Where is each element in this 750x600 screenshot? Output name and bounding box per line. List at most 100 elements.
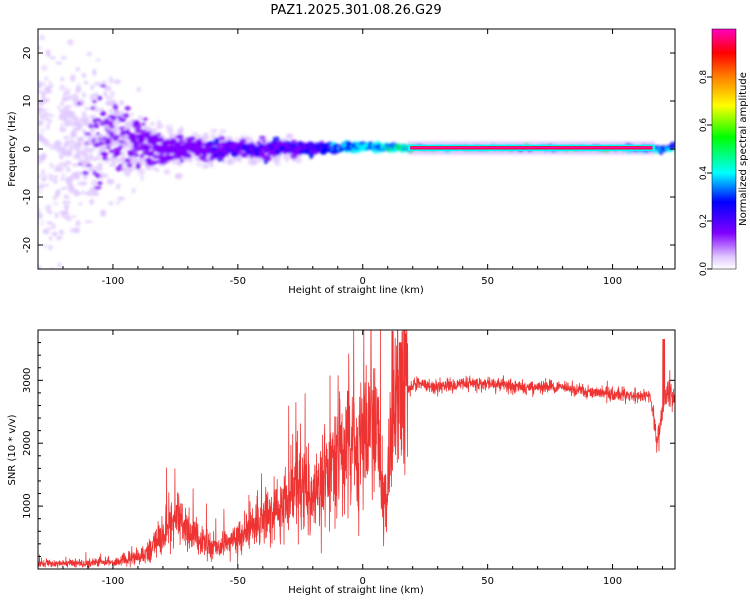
heat-cell	[38, 264, 42, 269]
heat-cell	[109, 108, 113, 114]
heat-cell	[97, 95, 103, 101]
heat-cell	[87, 138, 92, 142]
heat-cell	[60, 101, 64, 106]
heat-cell	[96, 167, 104, 172]
heat-cell	[80, 99, 85, 103]
snr-panel: -100 -50 0 50 100 1000 2000 3000 Height of stra…	[7, 329, 676, 596]
heat-cell	[99, 133, 104, 140]
heat-cell	[38, 202, 43, 210]
heat-cell	[234, 137, 240, 141]
heat-cell	[111, 115, 117, 121]
heat-cell	[47, 118, 53, 124]
x-tick-label-4: 100	[603, 276, 622, 287]
heat-cell	[99, 146, 104, 152]
heat-cell	[39, 34, 46, 41]
heat-cell	[43, 180, 51, 185]
heat-cell	[95, 172, 101, 179]
heat-cell	[107, 157, 113, 162]
heat-cell	[84, 80, 88, 85]
heat-cell	[81, 152, 89, 158]
heat-cell	[203, 159, 210, 163]
heat-cell	[52, 202, 59, 206]
heat-cell	[137, 168, 146, 176]
heat-cell	[152, 133, 159, 139]
heat-cell	[210, 162, 214, 169]
heat-cell	[46, 221, 53, 225]
heat-cell	[258, 135, 266, 140]
cb-tick-label-2: 0.4	[699, 166, 709, 181]
heat-cell	[149, 150, 155, 155]
spectrogram-ylabel: Frequency (Hz)	[7, 111, 18, 187]
y-tick-label-1: -10	[22, 189, 33, 205]
heat-cell	[88, 166, 94, 172]
heat-cell	[175, 172, 183, 180]
heat-cell	[305, 148, 310, 155]
heat-cell	[265, 138, 269, 144]
heat-cell	[64, 160, 72, 165]
heat-cell	[57, 180, 63, 187]
heat-cell	[109, 125, 115, 129]
heat-cell	[57, 167, 64, 172]
heat-cell	[39, 75, 45, 81]
heat-cell	[211, 143, 216, 147]
heat-cell	[38, 129, 41, 135]
heat-cell	[116, 150, 122, 156]
heat-cell	[91, 157, 98, 161]
heat-cell	[213, 137, 220, 143]
heat-cell	[103, 91, 107, 96]
heat-cell	[66, 152, 74, 156]
heat-cell	[98, 107, 105, 112]
heat-cell	[74, 238, 78, 245]
heat-cell	[62, 91, 71, 96]
heat-cell	[134, 123, 142, 129]
spectrogram-heatmap	[38, 14, 675, 296]
heat-cell	[130, 147, 139, 154]
heat-cell	[93, 92, 99, 98]
snr-x-tick-label-1: -50	[230, 576, 246, 587]
heat-cell	[285, 133, 294, 139]
heat-cell	[67, 39, 74, 46]
heat-cell	[203, 132, 209, 137]
heat-cell	[38, 213, 44, 219]
y-tick-label-2: 0	[22, 146, 33, 152]
heat-cell	[226, 159, 233, 166]
cb-tick-label-3: 0.6	[699, 118, 709, 133]
heat-cell	[168, 133, 173, 139]
heat-cell	[158, 136, 164, 142]
heat-cell	[69, 138, 74, 144]
heat-cell	[45, 92, 50, 98]
heat-cell	[122, 113, 130, 118]
heat-cell	[51, 101, 56, 107]
colorbar-ticks: 0.0 0.2 0.4 0.6 0.8	[699, 70, 712, 276]
heat-cell	[52, 205, 60, 209]
heat-cell	[43, 170, 50, 176]
heat-cell	[59, 127, 67, 133]
heat-cell	[142, 143, 148, 147]
heat-cell	[132, 165, 137, 171]
heat-cell	[202, 164, 210, 169]
heat-cell	[124, 158, 131, 163]
heat-cell	[94, 117, 102, 122]
heat-cell	[41, 215, 49, 223]
heat-cell	[86, 51, 93, 57]
heat-cell	[92, 200, 101, 204]
heat-cell	[67, 14, 75, 20]
heat-cell	[53, 178, 58, 185]
heat-cell	[79, 117, 85, 123]
heat-cell	[101, 152, 109, 157]
snr-x-tick-label-0: -100	[102, 576, 125, 587]
heat-cell	[50, 68, 57, 76]
heat-cell	[46, 291, 51, 296]
heat-cell	[115, 112, 123, 117]
heat-cell	[139, 129, 147, 134]
heat-cell	[59, 229, 64, 236]
heat-cell	[115, 201, 121, 205]
heat-cell	[176, 134, 184, 140]
heat-cell	[51, 222, 56, 230]
heat-cell	[210, 133, 216, 141]
heat-cell	[75, 246, 81, 253]
heat-cell	[75, 142, 83, 149]
cb-tick-label-4: 0.8	[699, 70, 709, 85]
snr-ticks: -100 -50 0 50 100 1000 2000 3000	[22, 330, 675, 587]
